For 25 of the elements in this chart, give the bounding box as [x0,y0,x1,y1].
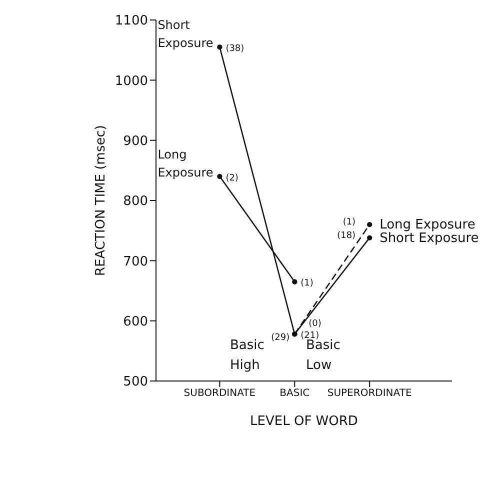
series-label: Short Exposure [380,230,479,246]
annotation: (0) [308,319,322,330]
y-tick-label: 1000 [114,74,148,89]
x-tick-label: BASIC [280,388,310,400]
annotation: (2) [226,173,238,184]
y-tick-label: 1100 [114,14,148,29]
y-axis-title: REACTION TIME (msec) [94,125,109,276]
y-tick-label: 500 [123,374,148,390]
y-tick-label: 900 [123,134,148,149]
x-axis-title: LEVEL OF WORD [250,414,358,429]
series-label: Short Exposure [158,18,214,50]
annotation: Basic Low [306,338,342,375]
annotation: Basic High [230,338,264,373]
annotation: (1) [342,218,356,228]
y-tick-label: 800 [123,194,148,210]
y-tick-label: 700 [123,254,148,270]
x-tick-label: SUBORDINATE [184,388,256,400]
series-label: Long Exposure [158,147,214,180]
annotation: (1) [300,278,314,289]
y-tick-label: 600 [123,314,148,330]
series-label: Long Exposure [380,218,476,233]
annotation: (18) [337,230,356,241]
annotation: (29) [271,333,290,344]
x-tick-label: SUPERORDINATE [327,388,412,400]
annotation: (38) [226,44,244,54]
